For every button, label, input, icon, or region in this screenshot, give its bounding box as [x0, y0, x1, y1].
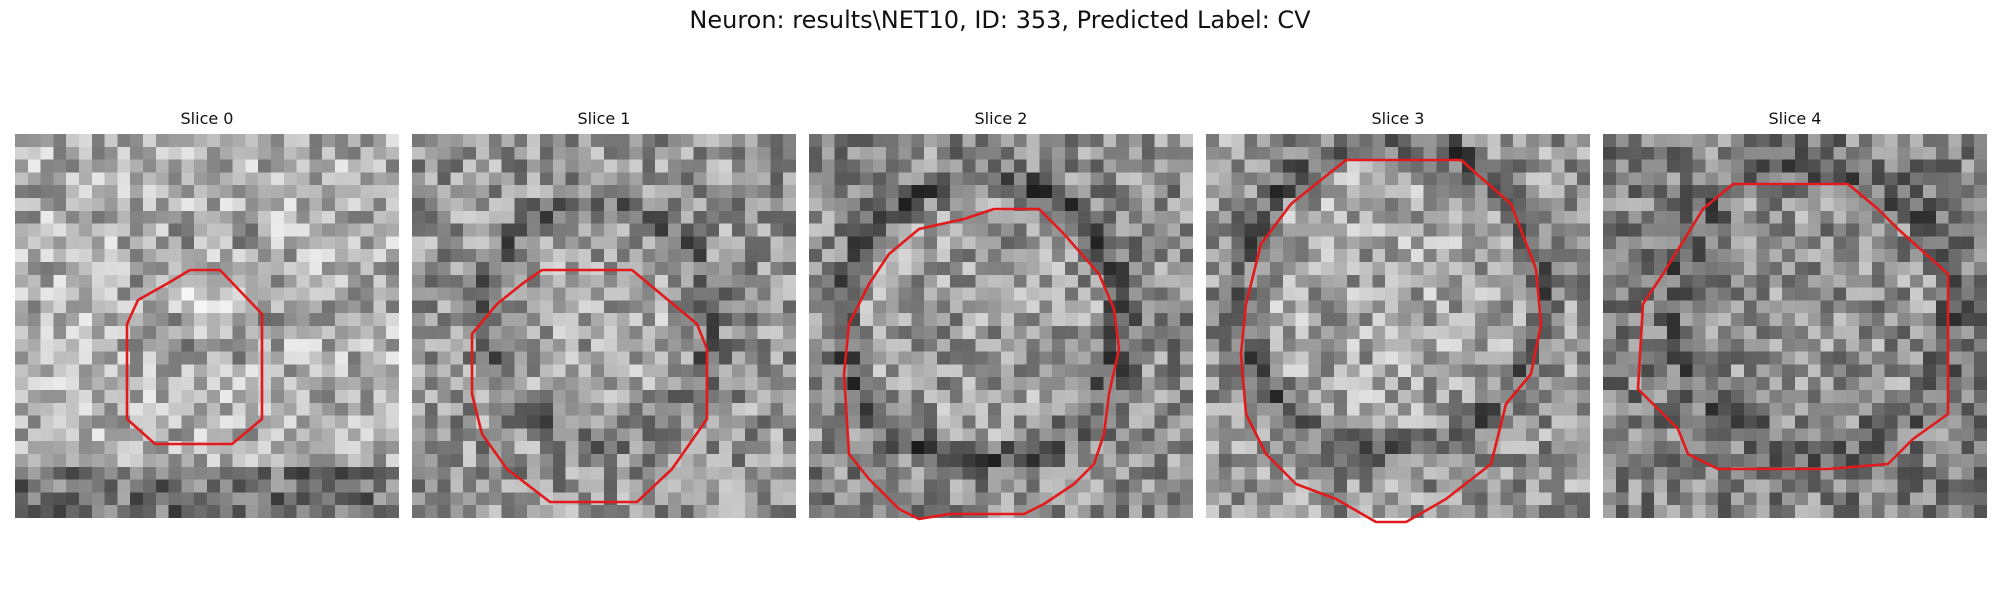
- segmentation-contour: [1239, 158, 1543, 524]
- slice-title: Slice 2: [974, 109, 1028, 128]
- slice-panel-4: Slice 4: [1603, 108, 1987, 518]
- slice-title: Slice 4: [1768, 109, 1822, 128]
- segmentation-contour: [125, 268, 264, 446]
- slice-title: Slice 3: [1371, 109, 1425, 128]
- slice-panel-0: Slice 0: [15, 108, 399, 518]
- segmentation-contour: [470, 268, 709, 504]
- slice-panel-3: Slice 3: [1206, 108, 1590, 524]
- slice-title: Slice 0: [180, 109, 234, 128]
- slice-image: [412, 134, 796, 518]
- slice-panel-2: Slice 2: [809, 108, 1193, 521]
- slice-panel-1: Slice 1: [412, 108, 796, 518]
- figure-title: Neuron: results\NET10, ID: 353, Predicte…: [689, 6, 1311, 34]
- segmentation-contour: [1636, 182, 1950, 471]
- segmentation-contour: [842, 207, 1121, 521]
- slice-title: Slice 1: [577, 109, 631, 128]
- slice-image: [1603, 134, 1987, 518]
- slice-image: [15, 134, 399, 518]
- slice-image: [809, 134, 1193, 518]
- slice-image: [1206, 134, 1590, 518]
